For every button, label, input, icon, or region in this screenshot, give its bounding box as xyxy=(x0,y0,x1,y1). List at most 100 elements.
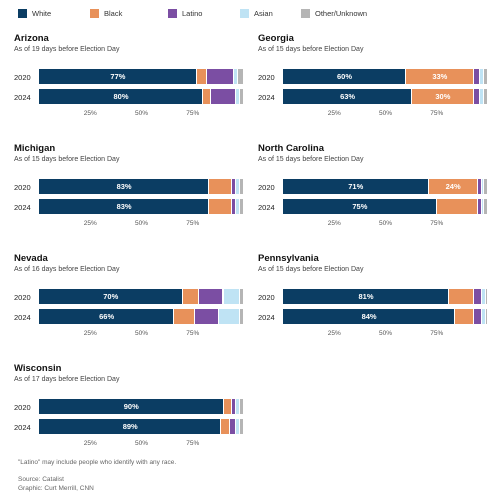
bar-segment-white xyxy=(39,89,203,104)
legend-swatch-asian xyxy=(240,9,249,18)
bar-segment-latino xyxy=(473,89,480,104)
panel-title: North Carolina xyxy=(258,143,324,154)
stacked-bar-2020: 60% 33% xyxy=(283,69,488,84)
chart-panel-michigan: Michigan As of 15 days before Election Da… xyxy=(14,143,249,243)
chart-panel-arizona: Arizona As of 19 days before Election Day… xyxy=(14,33,249,133)
bar-segment-other-unknown xyxy=(483,199,488,214)
bar-segment-other-unknown xyxy=(485,289,488,304)
bar-segment-white xyxy=(283,289,450,304)
bar-segment-asian xyxy=(481,179,484,194)
tick-label-50: 50% xyxy=(134,110,149,117)
row-label-2020: 2020 xyxy=(14,293,31,302)
bar-segment-white xyxy=(39,289,183,304)
tick-label-75: 75% xyxy=(430,110,444,117)
legend-swatch-latino xyxy=(168,9,177,18)
bar-segment-other-unknown xyxy=(237,69,244,84)
bar-segment-black xyxy=(182,289,199,304)
bar-segment-white xyxy=(39,399,224,414)
panel-subtitle: As of 16 days before Election Day xyxy=(14,266,120,273)
row-label-2020: 2020 xyxy=(14,73,31,82)
bar-segment-latino xyxy=(194,309,220,324)
legend-item-other-unknown: Other/Unknown xyxy=(301,9,367,18)
chart-panel-pennsylvania: Pennsylvania As of 15 days before Electio… xyxy=(258,253,493,353)
legend-item-black: Black xyxy=(90,9,122,18)
x-axis-ticks: 25% 50% 75% xyxy=(283,330,488,340)
bar-segment-other-unknown xyxy=(483,69,488,84)
bar-segment-other-unknown xyxy=(239,199,244,214)
bar-segment-asian xyxy=(233,69,238,84)
stacked-bar-2024: 89% xyxy=(39,419,244,434)
bar-segment-other-unknown xyxy=(485,309,488,324)
bar-segment-white xyxy=(283,199,437,214)
panel-subtitle: As of 17 days before Election Day xyxy=(14,376,120,383)
bar-segment-asian xyxy=(481,289,486,304)
panel-title: Pennsylvania xyxy=(258,253,319,264)
legend-swatch-other-unknown xyxy=(301,9,310,18)
row-label-2020: 2020 xyxy=(14,403,31,412)
bar-segment-asian xyxy=(235,199,240,214)
panel-subtitle: As of 15 days before Election Day xyxy=(258,266,364,273)
bar-segment-white xyxy=(283,179,429,194)
bar-segment-latino xyxy=(211,89,236,104)
stacked-bar-2020: 77% xyxy=(39,69,244,84)
stacked-bar-2024: 66% xyxy=(39,309,244,324)
bar-segment-black xyxy=(209,199,232,214)
bar-segment-asian xyxy=(235,89,240,104)
row-label-2024: 2024 xyxy=(14,93,31,102)
latino-footnote: "Latino" may include people who identify… xyxy=(18,459,177,466)
panel-title: Arizona xyxy=(14,33,49,44)
panel-title: Georgia xyxy=(258,33,294,44)
panel-title: Nevada xyxy=(14,253,48,264)
bar-segment-white xyxy=(39,309,175,324)
bar-segment-white xyxy=(283,309,456,324)
bar-segment-black xyxy=(203,89,212,104)
tick-label-75: 75% xyxy=(186,440,200,447)
stacked-bar-2020: 90% xyxy=(39,399,244,414)
bar-segment-black xyxy=(455,309,474,324)
legend-label-black: Black xyxy=(104,9,123,18)
legend-swatch-black xyxy=(90,9,99,18)
panel-title: Michigan xyxy=(14,143,56,154)
panel-subtitle: As of 15 days before Election Day xyxy=(258,46,364,53)
bar-segment-asian xyxy=(235,399,240,414)
tick-label-75: 75% xyxy=(186,110,200,117)
x-axis-ticks: 25% 50% 75% xyxy=(39,110,244,120)
tick-label-50: 50% xyxy=(134,440,149,447)
credit-note: Graphic: Curt Merrill, CNN xyxy=(18,485,94,492)
legend-swatch-white xyxy=(18,9,27,18)
tick-label-50: 50% xyxy=(378,330,393,337)
panel-subtitle: As of 15 days before Election Day xyxy=(258,156,364,163)
tick-label-25: 25% xyxy=(327,220,341,227)
x-axis-ticks: 25% 50% 75% xyxy=(39,330,244,340)
panel-subtitle: As of 19 days before Election Day xyxy=(14,46,120,53)
tick-label-50: 50% xyxy=(378,110,393,117)
bar-segment-latino xyxy=(231,179,236,194)
row-label-2024: 2024 xyxy=(14,313,31,322)
x-axis-ticks: 25% 50% 75% xyxy=(39,440,244,450)
row-label-2024: 2024 xyxy=(258,203,275,212)
tick-label-25: 25% xyxy=(83,220,97,227)
panel-subtitle: As of 15 days before Election Day xyxy=(14,156,120,163)
bar-segment-other-unknown xyxy=(239,179,244,194)
panel-title: Wisconsin xyxy=(14,363,62,374)
tick-label-75: 75% xyxy=(186,330,200,337)
tick-label-75: 75% xyxy=(430,220,444,227)
bar-segment-other-unknown xyxy=(239,309,244,324)
bar-segment-latino xyxy=(231,199,236,214)
row-label-2024: 2024 xyxy=(14,423,31,432)
bar-segment-other-unknown xyxy=(483,89,488,104)
bar-segment-latino xyxy=(473,309,482,324)
stacked-bar-2024: 80% xyxy=(39,89,244,104)
bar-segment-asian xyxy=(479,89,484,104)
stacked-bar-2020: 81% xyxy=(283,289,488,304)
stacked-bar-2020: 70% xyxy=(39,289,244,304)
bar-segment-latino xyxy=(231,399,236,414)
tick-label-75: 75% xyxy=(186,220,200,227)
tick-label-50: 50% xyxy=(134,330,149,337)
bar-segment-black xyxy=(449,289,474,304)
row-label-2024: 2024 xyxy=(258,93,275,102)
bar-segment-black xyxy=(174,309,195,324)
tick-label-50: 50% xyxy=(378,220,393,227)
bar-segment-white xyxy=(283,69,406,84)
chart-panel-north-carolina: North Carolina As of 15 days before Elect… xyxy=(258,143,493,243)
